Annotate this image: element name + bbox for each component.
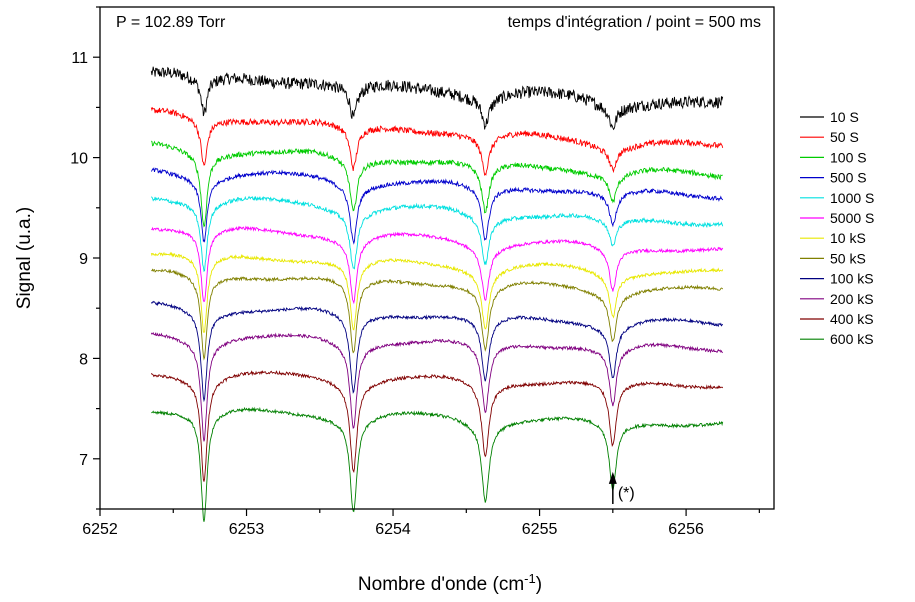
y-tick-label: 9 [79, 251, 88, 268]
x-tick-label: 6253 [229, 521, 265, 538]
series-line-5000-s [151, 225, 724, 305]
marker-arrow-head [608, 471, 617, 484]
legend-label: 10 kS [830, 230, 866, 246]
legend-label: 100 S [830, 149, 867, 165]
marker-label: (*) [618, 485, 635, 502]
series-line-10-s [150, 66, 724, 131]
legend-label: 50 kS [830, 250, 866, 266]
x-axis-title: Nombre d'onde (cm-1) [358, 571, 542, 595]
marker-group: (*) [608, 471, 635, 504]
legend-label: 100 kS [830, 271, 874, 287]
legend: 10 S 50 S 100 S 500 S 1000 S 5000 S 10 kS 50 kS… [800, 109, 874, 347]
y-axis-title: Signal (u.a.) [14, 207, 35, 309]
series-line-50-ks [151, 268, 724, 361]
legend-label: 1000 S [830, 190, 874, 206]
y-tick-label: 7 [79, 452, 88, 469]
x-axis-title-superscript: -1 [524, 571, 536, 586]
series-line-200-ks [150, 331, 723, 442]
series-line-100-ks [150, 300, 724, 403]
x-tick-label: 6256 [668, 521, 704, 538]
series-line-100-s [151, 140, 723, 228]
x-tick-label: 6252 [82, 521, 118, 538]
series-line-10-ks [150, 251, 724, 333]
legend-label: 5000 S [830, 210, 874, 226]
legend-label: 10 S [830, 109, 859, 125]
y-axis-ticks: 7 8 9 10 11 [70, 6, 100, 510]
x-axis-title-end: ) [536, 574, 542, 595]
pressure-annotation: P = 102.89 Torr [116, 14, 226, 31]
x-axis-title-main: Nombre d'onde (cm [358, 574, 524, 595]
x-tick-label: 6254 [375, 521, 411, 538]
y-tick-label: 11 [71, 50, 88, 67]
legend-label: 200 kS [830, 291, 874, 307]
legend-label: 400 kS [830, 311, 874, 327]
series-line-400-ks [150, 370, 724, 482]
y-tick-label: 8 [79, 351, 88, 368]
x-tick-label: 6255 [522, 521, 558, 538]
series-line-1000-s [150, 195, 724, 273]
series-line-600-ks [151, 406, 724, 522]
legend-label: 500 S [830, 170, 867, 186]
legend-label: 600 kS [830, 331, 874, 347]
plot-series-group [150, 66, 724, 522]
legend-label: 50 S [830, 129, 859, 145]
integration-time-annotation: temps d'intégration / point = 500 ms [508, 14, 761, 31]
x-axis-ticks: 6252 6253 6254 6255 6256 [82, 509, 760, 538]
series-line-50-s [150, 106, 724, 176]
y-tick-label: 10 [70, 151, 88, 168]
series-line-500-s [150, 167, 724, 245]
